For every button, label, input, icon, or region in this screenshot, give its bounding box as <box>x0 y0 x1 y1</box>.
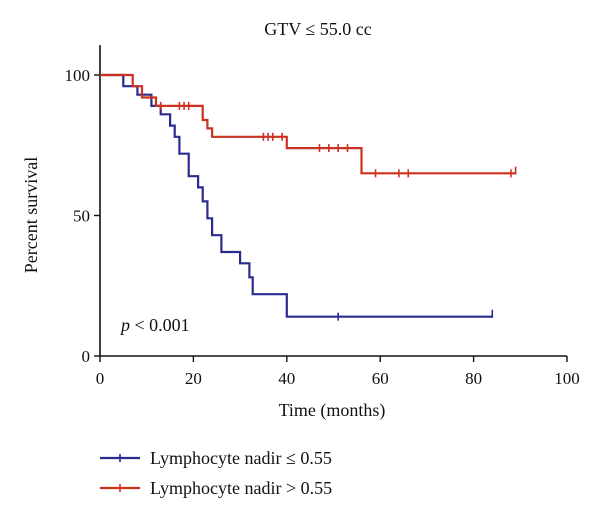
y-axis-label: Percent survival <box>21 157 41 273</box>
legend-item: Lymphocyte nadir ≤ 0.55 <box>100 448 332 468</box>
x-tick-label: 40 <box>278 369 295 388</box>
chart-title: GTV ≤ 55.0 cc <box>264 19 372 39</box>
axes: 0 20 40 60 80 100 0 50 100 <box>65 45 580 388</box>
x-tick-label: 0 <box>96 369 105 388</box>
x-tick-label: 60 <box>372 369 389 388</box>
x-tick-label: 100 <box>554 369 580 388</box>
series-2 <box>100 73 517 178</box>
y-tick-label: 50 <box>73 207 90 226</box>
legend-item: Lymphocyte nadir > 0.55 <box>100 478 332 498</box>
y-tick-label: 0 <box>82 347 91 366</box>
series-1 <box>100 73 494 321</box>
series-layer <box>100 73 517 321</box>
survival-curve <box>100 73 516 175</box>
p-value-annotation: p < 0.001 <box>119 315 190 335</box>
y-tick-label: 100 <box>65 66 91 85</box>
legend-label: Lymphocyte nadir ≤ 0.55 <box>150 448 332 468</box>
x-tick-label: 20 <box>185 369 202 388</box>
legend: Lymphocyte nadir ≤ 0.55 Lymphocyte nadir … <box>100 448 332 498</box>
x-tick-label: 80 <box>465 369 482 388</box>
x-axis-label: Time (months) <box>279 400 386 421</box>
survival-curve <box>100 73 493 318</box>
legend-label: Lymphocyte nadir > 0.55 <box>150 478 332 498</box>
